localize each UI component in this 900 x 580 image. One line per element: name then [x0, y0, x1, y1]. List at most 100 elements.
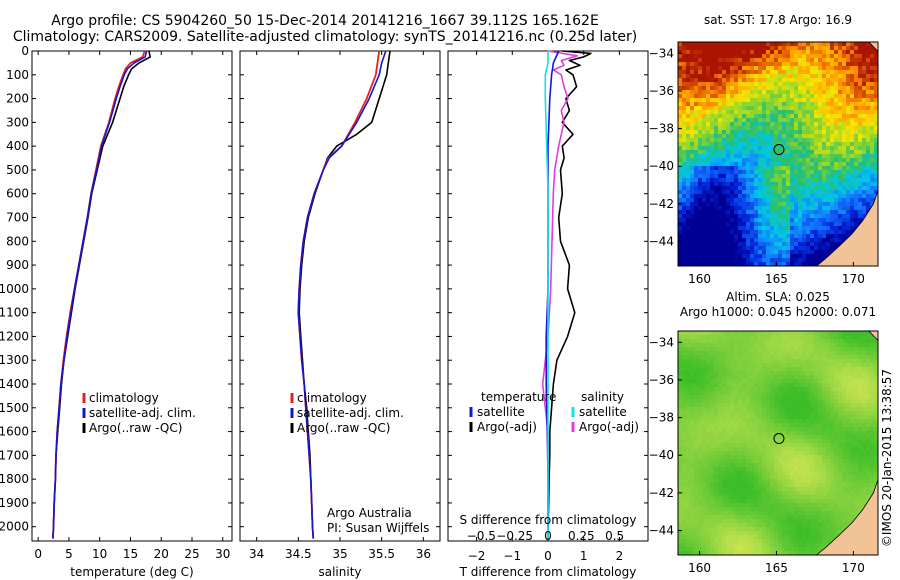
map-cell	[678, 70, 683, 75]
map-cell	[702, 186, 707, 191]
map-cell	[782, 495, 787, 500]
map-cell	[766, 206, 771, 211]
map-cell	[854, 447, 859, 452]
map-cell	[790, 403, 795, 408]
map-cell	[726, 202, 731, 207]
map-cell	[730, 190, 735, 195]
map-cell	[746, 158, 751, 163]
map-cell	[686, 82, 691, 87]
map-cell	[830, 487, 835, 492]
map-cell	[850, 154, 855, 159]
map-cell	[766, 495, 771, 500]
map-cell	[782, 411, 787, 416]
map-cell	[758, 383, 763, 388]
map-cell	[850, 447, 855, 452]
map-cell	[678, 471, 683, 476]
map-cell	[738, 130, 743, 135]
map-cell	[702, 146, 707, 151]
map-cell	[850, 206, 855, 211]
map-cell	[854, 375, 859, 380]
map-cell	[754, 250, 759, 255]
map-cell	[710, 363, 715, 368]
map-cell	[742, 359, 747, 364]
map-cell	[826, 142, 831, 147]
map-cell	[866, 431, 871, 436]
map-cell	[834, 479, 839, 484]
map-cell	[746, 226, 751, 231]
map-cell	[678, 118, 683, 123]
map-cell	[690, 218, 695, 223]
map-cell	[810, 246, 815, 251]
map-cell	[702, 459, 707, 464]
map-cell	[722, 479, 727, 484]
map-cell	[738, 407, 743, 412]
map-cell	[694, 226, 699, 231]
map-cell	[794, 367, 799, 372]
map-cell	[730, 234, 735, 239]
map-cell	[842, 126, 847, 131]
map-cell	[766, 106, 771, 111]
map-cell	[854, 399, 859, 404]
map-cell	[766, 54, 771, 59]
map-cell	[790, 443, 795, 448]
map-cell	[742, 250, 747, 255]
map-cell	[814, 78, 819, 83]
map-cell	[866, 206, 871, 211]
map-cell	[846, 367, 851, 372]
map-cell	[734, 118, 739, 123]
map-cell	[814, 134, 819, 139]
map-cell	[730, 258, 735, 263]
map-cell	[810, 447, 815, 452]
map-cell	[802, 142, 807, 147]
map-cell	[690, 367, 695, 372]
map-cell	[822, 483, 827, 488]
map-cell	[846, 383, 851, 388]
map-cell	[678, 98, 683, 103]
map-cell	[774, 194, 779, 199]
map-cell	[762, 439, 767, 444]
map-cell	[730, 194, 735, 199]
map-cell	[750, 222, 755, 227]
map-cell	[802, 367, 807, 372]
map-cell	[746, 106, 751, 111]
map-cell	[806, 459, 811, 464]
map-cell	[822, 459, 827, 464]
map-cell	[762, 242, 767, 247]
map-cell	[834, 58, 839, 63]
map-cell	[678, 427, 683, 432]
map-cell	[786, 423, 791, 428]
map-cell	[810, 182, 815, 187]
map-cell	[782, 499, 787, 504]
map-cell	[774, 371, 779, 376]
map-cell	[726, 391, 731, 396]
map-cell	[726, 258, 731, 263]
map-cell	[798, 158, 803, 163]
map-cell	[806, 178, 811, 183]
map-cell	[722, 335, 727, 340]
map-cell	[850, 210, 855, 215]
map-cell	[782, 206, 787, 211]
map-cell	[866, 447, 871, 452]
map-cell	[830, 218, 835, 223]
map-cell	[746, 90, 751, 95]
map-cell	[802, 154, 807, 159]
map-cell	[758, 98, 763, 103]
map-cell	[678, 54, 683, 59]
map-cell	[818, 471, 823, 476]
map-cell	[690, 495, 695, 500]
map-cell	[850, 503, 855, 508]
map-cell	[826, 435, 831, 440]
map-cell	[758, 114, 763, 119]
map-cell	[718, 218, 723, 223]
map-cell	[694, 94, 699, 99]
map-cell	[686, 503, 691, 508]
map-cell	[730, 423, 735, 428]
map-cell	[874, 54, 878, 59]
map-cell	[874, 427, 878, 432]
map-cell	[826, 190, 831, 195]
map-cell	[746, 387, 751, 392]
map-cell	[850, 339, 855, 344]
map-cell	[718, 503, 723, 508]
map-cell	[858, 146, 863, 151]
map-cell	[862, 78, 867, 83]
